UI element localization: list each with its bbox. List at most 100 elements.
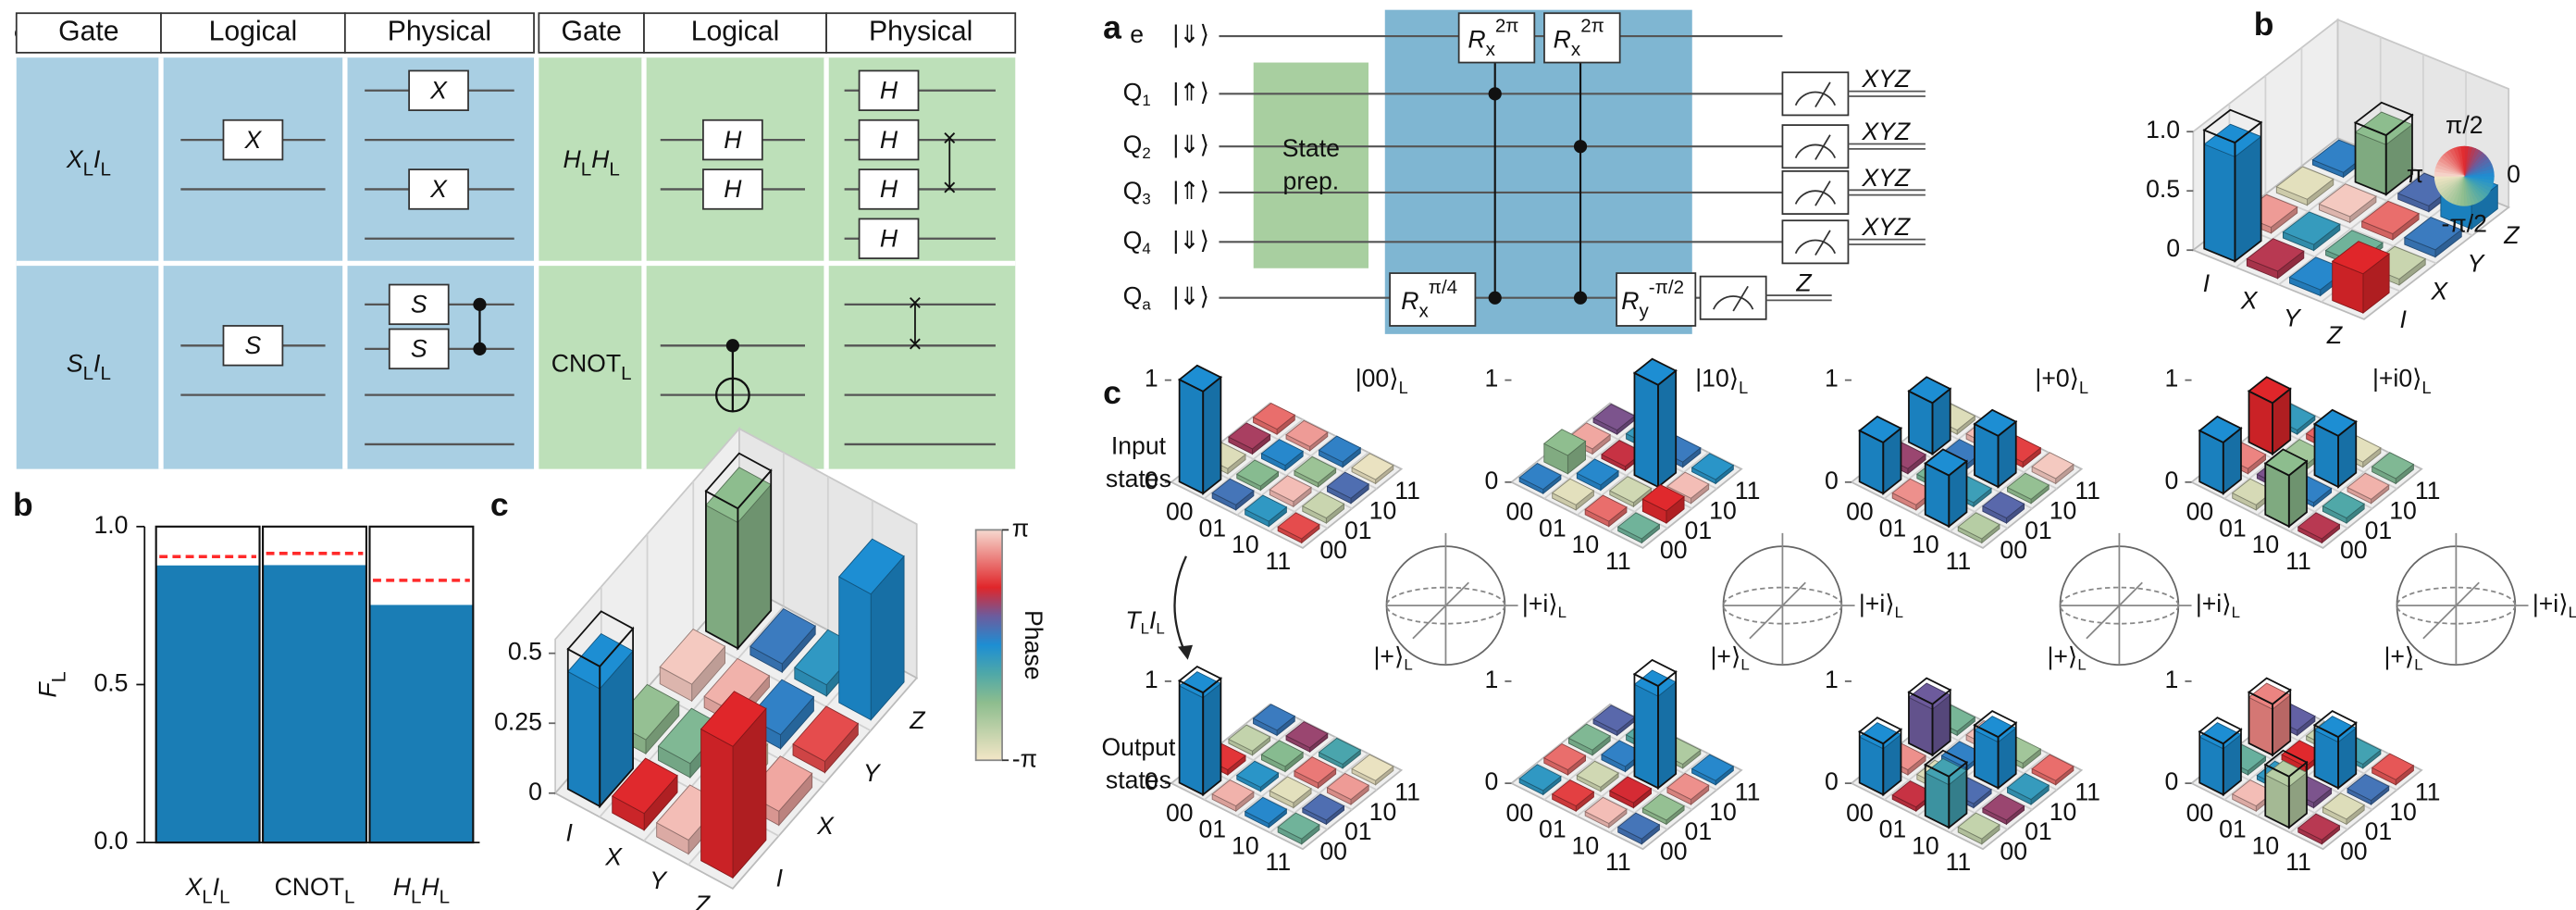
- bar: [2318, 183, 2377, 224]
- bar: [1518, 764, 1562, 796]
- col-label: 10: [1369, 497, 1397, 525]
- panel-label: c: [1103, 374, 1121, 411]
- text-part: 4: [1142, 240, 1150, 257]
- header-cell: [15, 12, 162, 54]
- bar-face: [792, 705, 860, 763]
- bar: [1326, 772, 1369, 805]
- bar: [1269, 776, 1312, 809]
- header-cell: [343, 12, 535, 54]
- text-part: |+⟩: [1374, 642, 1405, 670]
- wheel-label: -π/2: [2442, 210, 2487, 238]
- label: |+⟩L: [1710, 642, 1749, 674]
- ideal-outline: [1907, 677, 1952, 757]
- gate-box: [408, 69, 469, 111]
- meter-needle: [1814, 81, 1831, 107]
- bar: [1690, 754, 1735, 786]
- target: [714, 377, 750, 413]
- ideal-outline: [1632, 658, 1678, 791]
- label: Ry -π/2: [1621, 277, 1684, 322]
- bar-face: [1285, 419, 1329, 447]
- z-tick-label: 0: [528, 778, 542, 805]
- bar-face: [1982, 491, 2025, 519]
- panel-label: a: [1103, 8, 1121, 45]
- ideal-face: [1858, 415, 1903, 444]
- ideal-face: [2202, 108, 2263, 144]
- meter-needle: [1814, 230, 1831, 256]
- col-label: 00: [1660, 838, 1688, 866]
- ideal-face: [1177, 666, 1223, 694]
- gate-label: H: [880, 225, 898, 253]
- bar: [2006, 472, 2050, 505]
- floor-grid: [2289, 753, 2390, 834]
- text-part: L: [1156, 620, 1164, 638]
- gate-box: [1389, 272, 1477, 327]
- bar: [1609, 476, 1653, 508]
- bar: [700, 691, 767, 879]
- bar-face: [1609, 476, 1653, 504]
- ideal-outline: [2247, 376, 2292, 456]
- bar: [1277, 512, 1320, 544]
- wheel-wedge: [2434, 171, 2465, 177]
- bar-face: [1244, 494, 1288, 522]
- col-label: X: [2430, 278, 2448, 305]
- z-tick-label: 0: [2165, 467, 2179, 494]
- ideal-face: [1858, 717, 1903, 745]
- bar-face: [1235, 459, 1280, 487]
- bar-face: [1542, 742, 1587, 771]
- bar: [1542, 742, 1587, 776]
- y-tick-label: 0.5: [93, 668, 128, 696]
- label: Qa: [1123, 282, 1152, 314]
- col-label: 00: [2000, 838, 2027, 866]
- z-tick-label: 1: [1484, 365, 1498, 393]
- bar-face: [567, 670, 601, 807]
- gate-label: X: [429, 175, 448, 203]
- bar3d-chart: [1505, 658, 1743, 851]
- bar: [1178, 365, 1222, 495]
- bar: [155, 565, 260, 843]
- ket: |⇑⟩: [1172, 78, 1209, 106]
- bar: [749, 607, 816, 674]
- bar-face: [1576, 458, 1619, 486]
- label: |00⟩L: [1356, 365, 1408, 397]
- text-part: x: [1571, 39, 1581, 60]
- text-part: L: [581, 159, 591, 181]
- col-label: Y: [2467, 249, 2485, 277]
- bar: [2031, 452, 2074, 485]
- gate-label: H: [880, 126, 898, 154]
- bar: [1908, 376, 1951, 455]
- z-tick-label: 0: [1145, 467, 1158, 494]
- bar: [2031, 754, 2074, 786]
- row-label: 01: [2219, 816, 2247, 843]
- col-label: 11: [2074, 779, 2100, 806]
- bar: [1285, 721, 1329, 754]
- bar-face: [1957, 812, 2000, 840]
- bar-face: [2331, 241, 2391, 275]
- row-label: 11: [1266, 547, 1292, 575]
- label: HLHL: [563, 145, 619, 181]
- ideal-face: [2263, 448, 2309, 477]
- col-label: 10: [2389, 497, 2417, 525]
- label: Q2: [1123, 131, 1151, 162]
- ideal-outline: [2312, 710, 2358, 791]
- text-part: L: [83, 364, 93, 385]
- meter: [1699, 275, 1767, 320]
- bar-face: [1641, 484, 1685, 512]
- label: |+⟩L: [2384, 642, 2422, 674]
- bar3d-chart: [1164, 364, 1404, 549]
- text-part: L: [2414, 656, 2422, 674]
- header: Logical: [691, 17, 780, 47]
- bar: [2297, 813, 2341, 845]
- text-part: L: [2079, 379, 2088, 397]
- gate-label: H: [880, 77, 898, 105]
- z-tick-label: 1: [1825, 666, 1839, 693]
- text-part: L: [1399, 379, 1408, 397]
- bar-face: [2297, 512, 2341, 540]
- row-title: Output: [1101, 733, 1175, 761]
- bar: [1616, 512, 1661, 544]
- z-tick-label: 1: [1484, 666, 1498, 693]
- bar: [1211, 779, 1255, 813]
- bar: [1294, 756, 1337, 790]
- text-part: L: [344, 887, 354, 908]
- row-label: Y: [2284, 304, 2302, 331]
- text-part: H: [563, 145, 581, 173]
